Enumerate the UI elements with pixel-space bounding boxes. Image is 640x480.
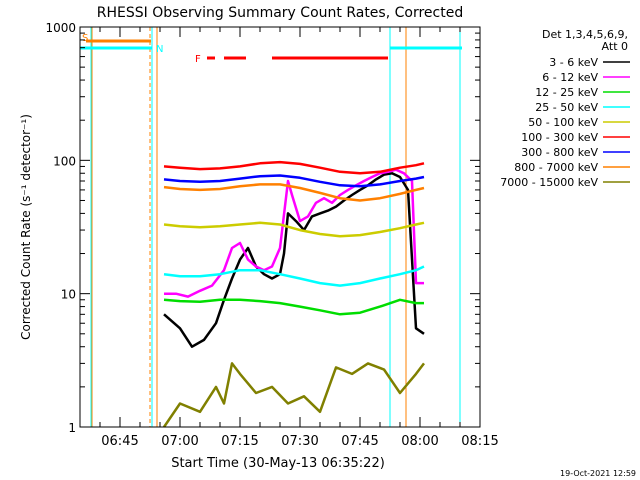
legend-header: Att 0: [602, 40, 628, 53]
series-line-7: [163, 183, 425, 202]
y-tick-label: 1000: [45, 21, 76, 35]
legend-label: 3 - 6 keV: [549, 56, 598, 69]
y-tick-label: 100: [53, 154, 76, 168]
series-line-6: [163, 174, 425, 188]
footer-timestamp: 19-Oct-2021 12:59: [560, 469, 636, 478]
flare-flag-label: F: [195, 54, 201, 65]
x-tick-label: 07:00: [161, 434, 198, 449]
series-line-1: [164, 168, 424, 298]
x-tick-label: 08:00: [401, 434, 438, 449]
plot-area: S N F: [80, 27, 462, 428]
y-tick-label: 1: [68, 421, 76, 435]
x-tick-label: 08:15: [461, 434, 498, 449]
legend-label: 6 - 12 keV: [542, 71, 598, 84]
x-axis-label: Start Time (30-May-13 06:35:22): [171, 456, 385, 471]
series-line-5: [163, 160, 425, 175]
legend-label: 25 - 50 keV: [535, 101, 598, 114]
series-line-2: [163, 298, 424, 316]
series-line-4: [163, 221, 425, 238]
legend: Det 1,3,4,5,6,9,Att 0 3 - 6 keV 6 - 12 keV…: [500, 28, 630, 189]
saa-flag-label: S: [82, 33, 88, 44]
y-tick-label: 10: [61, 288, 76, 302]
series-line-3: [163, 265, 425, 287]
night-flag-label: N: [156, 44, 163, 55]
legend-label: 300 - 800 keV: [521, 146, 598, 159]
chart-title: RHESSI Observing Summary Count Rates, Co…: [97, 5, 463, 21]
legend-label: 12 - 25 keV: [535, 86, 598, 99]
legend-header: Det 1,3,4,5,6,9,: [542, 28, 628, 41]
legend-label: 100 - 300 keV: [521, 131, 598, 144]
y-axis-label: Corrected Count Rate (s⁻¹ detector⁻¹): [19, 114, 33, 340]
series-line-0: [163, 172, 425, 348]
series-line-8: [162, 362, 425, 428]
legend-label: 7000 - 15000 keV: [500, 176, 598, 189]
x-tick-label: 07:45: [341, 434, 378, 449]
x-tick-label: 07:15: [221, 434, 258, 449]
x-tick-label: 07:30: [281, 434, 318, 449]
x-tick-label: 06:45: [101, 434, 138, 449]
legend-label: 800 - 7000 keV: [514, 161, 598, 174]
y-axis: 1 10 100 1000: [45, 21, 480, 435]
legend-label: 50 - 100 keV: [528, 116, 598, 129]
x-axis: 06:45 07:00 07:15 07:30 07:45 08:00 08:15: [79, 27, 499, 449]
